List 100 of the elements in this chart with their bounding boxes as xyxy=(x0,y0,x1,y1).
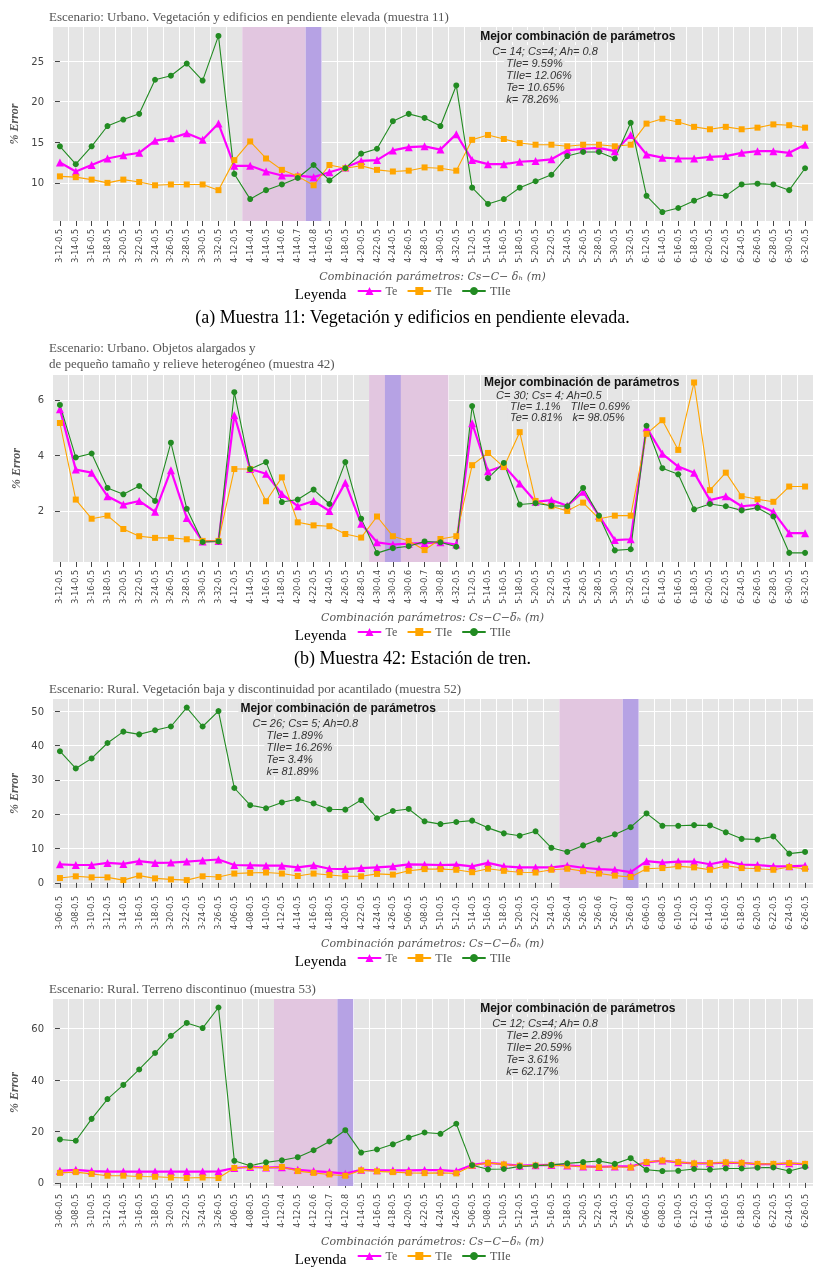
x-tick-label: 3-28-0.5 xyxy=(182,570,192,604)
x-tick-label: 4-30-0.5 xyxy=(388,570,398,604)
legend-label: Te xyxy=(385,284,398,298)
x-tick-label: 5-26-0.6 xyxy=(594,896,604,930)
x-tick-label: 3-30-0.5 xyxy=(198,570,208,604)
x-tick-label: 6-24-0.5 xyxy=(784,896,794,930)
x-tick-label: 6-12-0.5 xyxy=(642,229,652,263)
annotation: Mejor combinación de parámetros xyxy=(240,701,437,715)
x-tick-label: 3-16-0.5 xyxy=(134,896,144,930)
x-tick-label: 5-26-0.5 xyxy=(578,229,588,263)
legend-label: TIIe xyxy=(489,951,511,965)
x-tick-label: 4-28-0.5 xyxy=(356,570,366,604)
x-tick-label: 5-06-0.5 xyxy=(404,896,414,930)
x-tick-label: 5-08-0.5 xyxy=(483,1194,493,1228)
x-tick-label: 4-20-0.5 xyxy=(293,570,303,604)
x-tick-label: 3-32-0.5 xyxy=(213,570,223,604)
x-tick-label: 5-30-0.5 xyxy=(610,229,620,263)
chart-title: Escenario: Rural. Vegetación baja y discontinuidad por acantilado (muestra 52) xyxy=(49,680,462,696)
x-tick-label: 3-24-0.5 xyxy=(198,1194,208,1228)
x-tick-label: 6-18-0.5 xyxy=(689,229,699,263)
x-tick-label: 3-22-0.5 xyxy=(134,570,144,604)
x-tick-label: 4-14-0.5 xyxy=(261,229,271,263)
legend-title: Leyenda xyxy=(294,626,347,643)
x-tick-label: 6-24-0.5 xyxy=(784,1194,794,1228)
x-tick-label: 6-22-0.5 xyxy=(768,1194,778,1228)
x-tick-label: 4-24-0.5 xyxy=(372,896,382,930)
x-tick-label: 3-26-0.5 xyxy=(213,1194,223,1228)
x-tick-label: 5-20-0.5 xyxy=(531,570,541,604)
x-tick-label: 6-26-0.5 xyxy=(753,229,763,263)
x-tick-label: 5-06-0.5 xyxy=(467,1194,477,1228)
legend-title: Leyenda xyxy=(294,952,347,969)
y-tick-label: 50 xyxy=(31,705,44,717)
x-tick-label: 5-20-0.5 xyxy=(578,1194,588,1228)
x-tick-label: 4-18-0.5 xyxy=(324,896,334,930)
x-tick-label: 5-10-0.5 xyxy=(499,1194,509,1228)
x-axis-title: Combinación parámetros: Cs−C−δₕ (m) xyxy=(321,1235,544,1248)
x-tick-label: 5-32-0.5 xyxy=(626,229,636,263)
x-tick-label: 4-30-0.5 xyxy=(435,229,445,263)
x-tick-label: 6-06-0.5 xyxy=(642,896,652,930)
x-tick-label: 4-12-0.7 xyxy=(324,1194,334,1228)
annotation: k= 98.05% xyxy=(572,410,625,423)
x-tick-label: 4-22-0.5 xyxy=(420,1194,430,1228)
x-tick-label: 3-14-0.5 xyxy=(71,570,81,604)
x-tick-label: 5-26-0.7 xyxy=(610,896,620,930)
x-tick-label: 4-14-0.8 xyxy=(309,229,319,263)
x-tick-label: 4-14-0.5 xyxy=(293,896,303,930)
x-tick-label: 3-26-0.5 xyxy=(166,229,176,263)
x-tick-label: 6-22-0.5 xyxy=(721,229,731,263)
annotation: C= 26; Cs= 5; Ah=0.8 xyxy=(252,716,360,729)
x-tick-label: 3-18-0.5 xyxy=(150,896,160,930)
x-tick-label: 5-18-0.5 xyxy=(515,570,525,604)
legend-label: TIIe xyxy=(489,625,511,639)
x-tick-label: 4-06-0.5 xyxy=(229,896,239,930)
x-tick-label: 3-14-0.5 xyxy=(118,1194,128,1228)
x-tick-label: 4-32-0.5 xyxy=(451,570,461,604)
chart-title: Escenario: Urbano. Vegetación y edificios en pendiente elevada (muestra 11) xyxy=(49,8,449,24)
annotation: k= 78.26% xyxy=(506,92,559,105)
y-tick-label: 0 xyxy=(37,1177,44,1189)
x-tick-label: 6-22-0.5 xyxy=(768,896,778,930)
x-tick-label: 6-20-0.5 xyxy=(705,570,715,604)
x-tick-label: 5-26-0.5 xyxy=(578,570,588,604)
annotation: k= 62.17% xyxy=(506,1064,559,1077)
legend-title: Leyenda xyxy=(294,285,347,302)
x-tick-label: 3-30-0.5 xyxy=(198,229,208,263)
x-tick-label: 5-28-0.5 xyxy=(594,229,604,263)
y-tick-label: 0 xyxy=(37,877,44,889)
x-tick-label: 3-26-0.5 xyxy=(213,896,223,930)
legend-label: TIe xyxy=(435,284,452,298)
x-tick-label: 4-12-0.4 xyxy=(277,1194,287,1228)
x-tick-label: 6-12-0.5 xyxy=(689,896,699,930)
x-tick-label: 3-08-0.5 xyxy=(71,896,81,930)
x-tick-label: 3-10-0.5 xyxy=(87,896,97,930)
x-tick-label: 4-14-0.4 xyxy=(245,229,255,263)
x-tick-label: 6-24-0.5 xyxy=(737,570,747,604)
x-tick-label: 3-18-0.5 xyxy=(102,229,112,263)
x-tick-label: 6-32-0.5 xyxy=(800,229,810,263)
x-tick-label: 6-18-0.5 xyxy=(689,570,699,604)
x-tick-label: 5-26-0.5 xyxy=(578,896,588,930)
x-tick-label: 4-14-0.7 xyxy=(293,229,303,263)
x-tick-label: 5-24-0.5 xyxy=(562,570,572,604)
y-tick-label: 25 xyxy=(31,55,44,67)
x-tick-label: 6-20-0.5 xyxy=(753,896,763,930)
x-tick-label: 4-08-0.5 xyxy=(245,1194,255,1228)
x-tick-label: 6-26-0.5 xyxy=(753,570,763,604)
x-tick-label: 3-08-0.5 xyxy=(71,1194,81,1228)
x-tick-label: 4-12-0.5 xyxy=(277,896,287,930)
x-tick-label: 5-26-0.8 xyxy=(626,896,636,930)
x-tick-label: 3-20-0.5 xyxy=(166,896,176,930)
x-tick-label: 6-08-0.5 xyxy=(657,896,667,930)
x-tick-label: 6-28-0.5 xyxy=(768,570,778,604)
x-tick-label: 3-12-0.5 xyxy=(55,229,65,263)
x-tick-label: 4-30-0.6 xyxy=(404,570,414,604)
annotation: k= 81.89% xyxy=(266,764,319,777)
y-tick-label: 60 xyxy=(31,1023,44,1035)
legend-label: TIe xyxy=(435,951,452,965)
x-tick-label: 5-16-0.5 xyxy=(499,570,509,604)
x-tick-label: 5-12-0.5 xyxy=(515,1194,525,1228)
legend-label: Te xyxy=(385,951,398,965)
x-tick-label: 6-12-0.5 xyxy=(642,570,652,604)
x-tick-label: 6-18-0.5 xyxy=(737,896,747,930)
